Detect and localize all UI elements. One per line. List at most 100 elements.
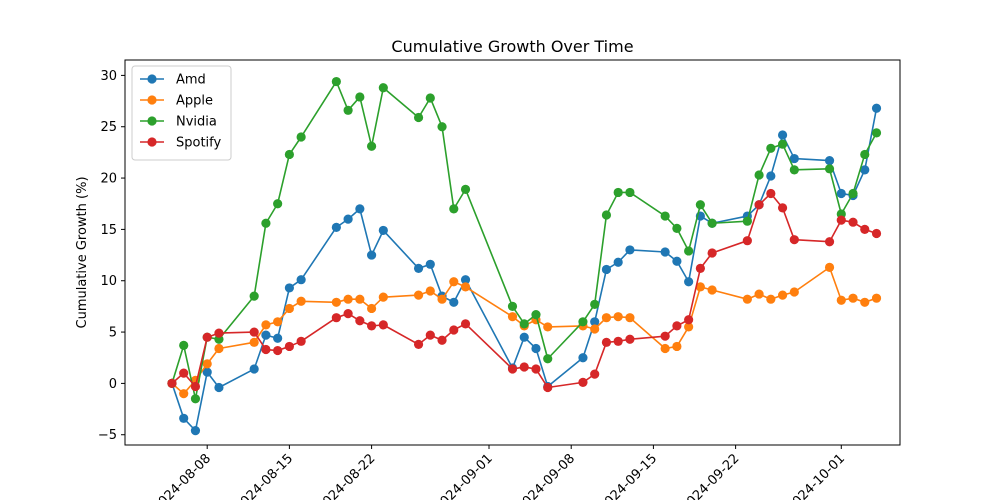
- data-point-nvidia: [672, 223, 682, 233]
- data-point-spotify: [766, 188, 776, 199]
- data-point-spotify: [754, 200, 764, 210]
- data-point-spotify: [331, 313, 341, 323]
- data-point-amd: [613, 257, 623, 267]
- legend-box: [131, 65, 232, 161]
- data-point-amd: [284, 283, 294, 293]
- x-tick-label: 2024-09-08: [514, 451, 578, 500]
- data-point-nvidia: [413, 112, 424, 123]
- data-point-amd: [296, 275, 306, 285]
- data-point-apple: [860, 297, 870, 307]
- data-point-spotify: [284, 341, 294, 352]
- data-point-spotify: [343, 308, 353, 319]
- data-point-amd: [378, 225, 388, 236]
- data-point-apple: [460, 282, 471, 292]
- data-point-apple: [836, 295, 846, 305]
- data-point-apple: [296, 296, 306, 306]
- data-point-nvidia: [601, 210, 612, 220]
- data-point-amd: [601, 264, 612, 275]
- data-point-spotify: [777, 203, 788, 213]
- data-point-spotify: [519, 362, 529, 372]
- legend-label-nvidia: Nvidia: [176, 115, 217, 130]
- data-point-nvidia: [531, 310, 541, 320]
- plot-marks: [167, 76, 882, 436]
- data-point-nvidia: [343, 105, 353, 115]
- data-point-nvidia: [754, 170, 764, 180]
- plot-frame: [124, 59, 901, 446]
- data-point-nvidia: [331, 76, 341, 87]
- data-point-apple: [613, 312, 623, 322]
- y-tick-label: 10: [100, 274, 117, 289]
- data-point-spotify: [660, 331, 670, 341]
- data-point-spotify: [531, 364, 541, 374]
- data-point-amd: [766, 171, 776, 181]
- data-point-spotify: [707, 248, 717, 258]
- data-point-amd: [625, 245, 635, 255]
- data-point-amd: [343, 214, 353, 224]
- data-point-apple: [214, 343, 224, 354]
- data-point-nvidia: [378, 83, 388, 93]
- data-point-nvidia: [179, 340, 189, 351]
- data-point-amd: [789, 153, 799, 164]
- data-point-apple: [742, 294, 752, 304]
- data-point-apple: [261, 320, 271, 330]
- legend: Amd Apple Nvidia Spotify: [131, 65, 232, 161]
- data-point-nvidia: [777, 139, 788, 149]
- y-axis: −5 0 5 10 15 20 25 30: [98, 69, 125, 443]
- data-point-amd: [860, 165, 870, 175]
- data-point-nvidia: [273, 199, 283, 209]
- y-tick-label: 15: [100, 223, 117, 238]
- data-point-amd: [179, 413, 189, 423]
- data-point-nvidia: [578, 317, 588, 327]
- data-point-apple: [355, 294, 365, 304]
- data-point-apple: [777, 290, 788, 300]
- series-line-apple: [171, 266, 877, 395]
- data-point-spotify: [437, 335, 447, 345]
- data-point-nvidia: [613, 187, 623, 198]
- legend-label-apple: Apple: [176, 94, 213, 109]
- data-point-spotify: [625, 334, 635, 344]
- data-point-spotify: [190, 381, 201, 392]
- x-tick-label: 2024-10-01: [784, 451, 848, 500]
- data-point-amd: [672, 256, 682, 266]
- data-point-amd: [273, 333, 283, 343]
- data-point-nvidia: [789, 165, 799, 175]
- data-point-nvidia: [284, 149, 294, 160]
- x-tick-label: 2024-09-22: [678, 451, 742, 500]
- data-point-amd: [249, 364, 259, 374]
- data-point-spotify: [249, 327, 259, 337]
- data-point-amd: [190, 426, 201, 436]
- data-point-apple: [684, 322, 694, 332]
- data-point-nvidia: [190, 394, 201, 404]
- y-tick-label: 30: [100, 69, 117, 84]
- data-point-apple: [343, 294, 353, 304]
- data-point-apple: [543, 322, 553, 332]
- data-point-nvidia: [766, 143, 776, 153]
- data-point-amd: [684, 277, 694, 287]
- data-point-spotify: [296, 336, 306, 346]
- data-point-apple: [413, 290, 424, 300]
- data-point-amd: [261, 330, 271, 340]
- data-point-spotify: [507, 364, 518, 374]
- series-line-spotify: [171, 192, 877, 389]
- legend-marker-nvidia: [147, 116, 157, 126]
- legend-label-spotify: Spotify: [176, 136, 222, 151]
- chart-title: Cumulative Growth Over Time: [391, 37, 633, 56]
- data-point-apple: [789, 287, 799, 297]
- data-point-nvidia: [355, 92, 365, 102]
- data-point-amd: [355, 204, 365, 214]
- legend-marker-spotify: [147, 137, 157, 147]
- data-point-nvidia: [261, 218, 271, 228]
- x-tick-label: 2024-08-22: [314, 451, 378, 500]
- data-point-apple: [660, 343, 670, 354]
- data-point-amd: [366, 250, 377, 260]
- data-point-nvidia: [625, 187, 635, 198]
- data-point-amd: [777, 130, 788, 140]
- data-point-amd: [460, 275, 471, 285]
- data-point-spotify: [742, 236, 752, 246]
- legend-label-amd: Amd: [176, 73, 206, 88]
- data-point-apple: [378, 292, 388, 302]
- y-tick-label: −5: [98, 428, 117, 443]
- data-point-spotify: [601, 337, 612, 347]
- data-point-apple: [366, 303, 377, 314]
- data-point-apple: [695, 282, 705, 292]
